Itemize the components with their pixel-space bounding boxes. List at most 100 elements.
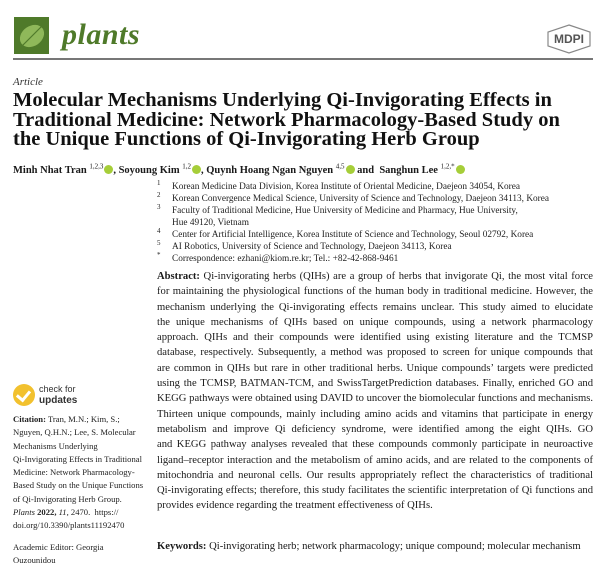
- author-sup: 1,2,*: [440, 162, 455, 171]
- orcid-icon[interactable]: [191, 165, 201, 174]
- editor-line: Ouzounidou: [13, 555, 56, 563]
- affiliations: 1 Korean Medicine Data Division, Korea In…: [157, 179, 550, 265]
- title-line: Molecular Mechanisms Underlying Qi-Invig…: [13, 89, 552, 111]
- header-divider: [13, 58, 593, 60]
- affiliation-text: AI Robotics, University of Science and T…: [172, 242, 452, 252]
- abstract-line: using the TCMSP, BATMAN-TCM, and SwissTa…: [157, 376, 593, 391]
- abstract-text: the unique mechanisms of QIHs based on u…: [157, 316, 593, 328]
- citation-text: Qi-Invigorating Effects in Traditional: [13, 453, 142, 464]
- abstract-text: mitochondria and neuronal cells. Our res…: [157, 469, 593, 481]
- doi-link[interactable]: doi.org/10.3390/plants11192470: [13, 520, 125, 531]
- abstract-text: Thirteen unique compounds, mainly includ…: [157, 408, 593, 420]
- article-title: Molecular Mechanisms Underlying Qi-Invig…: [13, 89, 593, 150]
- abstract: Abstract: Qi-invigorating herbs (QIHs) a…: [157, 269, 593, 514]
- citation: Citation: Tran, M.N.; Kim, S.; Nguyen, Q.…: [13, 413, 153, 533]
- abstract-text: are common in QIHs but rare in other tra…: [157, 362, 593, 374]
- author[interactable]: Sanghun Lee 1,2,*: [379, 162, 465, 176]
- affiliation-text: Center for Artificial Intelligence, Kore…: [172, 230, 534, 240]
- citation-text: of Qi-Invigorating Herb Group.: [13, 493, 122, 504]
- affiliation-text: Korean Medicine Data Division, Korea Ins…: [172, 182, 521, 192]
- affiliation-number: 4: [157, 227, 161, 235]
- citation-journal: Plants: [13, 507, 35, 518]
- abstract-text: Qi-invigorating herbs (QIHs) are a group…: [203, 271, 593, 282]
- author-sup: 4,5: [335, 162, 345, 171]
- abstract-text: metabolism and improve Qi deficiency syn…: [157, 423, 593, 435]
- abstract-label: Abstract:: [157, 271, 200, 282]
- abstract-text: provides evidence regarding the treatmen…: [157, 500, 433, 512]
- abstract-text: database, respectively. Subsequently, a …: [157, 347, 593, 359]
- author-name: Minh Nhat Tran: [13, 165, 87, 176]
- abstract-text: using the TCMSP, BATMAN-TCM, and SwissTa…: [157, 378, 593, 390]
- author[interactable]: Soyoung Kim 1,2: [118, 162, 201, 176]
- citation-text: Mechanisms Underlying: [13, 440, 98, 451]
- citation-line: Mechanisms Underlying: [13, 440, 153, 453]
- abstract-line: Qi-invigorating effects; therefore, this…: [157, 483, 593, 498]
- affiliation: Hue 49120, Vietnam: [157, 217, 549, 229]
- author-sup: 1,2: [182, 162, 191, 171]
- affiliation-text: Correspondence: ezhani@kiom.re.kr; Tel.:…: [172, 254, 399, 264]
- mdpi-logo-icon: MDPI: [546, 24, 592, 54]
- keywords: Keywords: Qi-invigorating herb; network …: [157, 540, 593, 554]
- title-line: the Unique Functions of Qi-Invigorating …: [13, 128, 480, 150]
- editor-line: Academic Editor: Georgia: [13, 542, 104, 552]
- citation-line: Plants 2022, 11, 2470. https://: [13, 506, 153, 519]
- affiliation-number: 5: [157, 239, 161, 247]
- academic-editor: Academic Editor: Georgia Ouzounidou: [13, 541, 104, 563]
- abstract-line: are common in QIHs but rare in other tra…: [157, 361, 593, 376]
- article-type: Article: [13, 76, 43, 88]
- check-label: check for: [39, 384, 76, 394]
- affiliation: * Correspondence: ezhani@kiom.re.kr; Tel.…: [157, 251, 549, 265]
- abstract-line: ligand–receptor interaction and the meta…: [157, 453, 593, 468]
- orcid-icon[interactable]: [104, 165, 114, 174]
- affiliation: 4 Center for Artificial Intelligence, Kor…: [157, 227, 549, 241]
- citation-volume: 11,: [58, 507, 69, 518]
- citation-text: Tran, M.N.; Kim, S.;: [47, 414, 120, 424]
- journal-name: plants: [62, 18, 141, 51]
- author-sep: ,: [113, 165, 119, 176]
- affiliation-text: Korean Convergence Medical Science, Univ…: [172, 194, 550, 204]
- affiliation-number: 3: [157, 203, 161, 211]
- citation-pages: 2470. https://: [70, 507, 119, 518]
- abstract-line: metabolism and improve Qi deficiency syn…: [157, 422, 593, 437]
- affiliation: 5 AI Robotics, University of Science and …: [157, 239, 549, 253]
- author-name: Quynh Hoang Ngan Nguyen: [206, 165, 334, 176]
- citation-line: Medicine: Network Pharmacology-: [13, 466, 153, 479]
- abstract-line: the unique mechanisms of QIHs based on u…: [157, 315, 593, 330]
- keywords-text: Qi-invigorating herb; network pharmacolo…: [209, 541, 581, 552]
- abstract-text: approach. QIHs and their compounds were …: [157, 332, 593, 344]
- abstract-line: mechanism underlying the Qi-invigorating…: [157, 300, 593, 315]
- affiliation-number: 1: [157, 179, 161, 187]
- keywords-label: Keywords:: [157, 541, 207, 552]
- abstract-text: for maintaining the physiological functi…: [157, 286, 593, 298]
- citation-line: Based Study on the Unique Functions: [13, 479, 153, 492]
- author[interactable]: Quynh Hoang Ngan Nguyen 4,5: [206, 162, 355, 176]
- leaf-logo-icon: [14, 17, 49, 54]
- affiliation-text: Faculty of Traditional Medicine, Hue Uni…: [172, 206, 518, 216]
- citation-line: Qi-Invigorating Effects in Traditional: [13, 453, 153, 466]
- title-line: Traditional Medicine: Network Pharmacolo…: [13, 108, 560, 131]
- author-sup: 1,2,3: [89, 162, 104, 171]
- citation-label: Citation:: [13, 414, 46, 424]
- affiliation-number: 2: [157, 191, 161, 199]
- citation-text: Medicine: Network Pharmacology-: [13, 467, 135, 478]
- affiliation: 2 Korean Convergence Medical Science, Uni…: [157, 191, 550, 205]
- abstract-line: Thirteen unique compounds, mainly includ…: [157, 407, 593, 422]
- abstract-line: provides evidence regarding the treatmen…: [157, 498, 593, 513]
- abstract-text: mechanism underlying the Qi-invigorating…: [157, 301, 593, 313]
- citation-line: Citation: Tran, M.N.; Kim, S.;: [13, 413, 153, 426]
- check-for-updates-button[interactable]: check for updates: [13, 384, 103, 408]
- abstract-line: KEGG pathways were obtained using DAVID …: [157, 391, 593, 406]
- abstract-line: approach. QIHs and their compounds were …: [157, 330, 593, 345]
- author-name: Soyoung Kim: [118, 165, 180, 176]
- citation-line: Nguyen, Q.H.N.; Lee, S. Molecular: [13, 426, 153, 439]
- updates-label: updates: [39, 395, 78, 406]
- abstract-line: mitochondria and neuronal cells. Our res…: [157, 468, 593, 483]
- abstract-line: and KEGG pathway analyses revealed that …: [157, 437, 593, 452]
- author-sep: ,: [200, 165, 207, 176]
- abstract-line: for maintaining the physiological functi…: [157, 284, 593, 299]
- citation-line: of Qi-Invigorating Herb Group.: [13, 493, 153, 506]
- author[interactable]: Minh Nhat Tran 1,2,3: [13, 162, 114, 176]
- orcid-icon[interactable]: [455, 165, 465, 174]
- orcid-icon[interactable]: [345, 165, 355, 174]
